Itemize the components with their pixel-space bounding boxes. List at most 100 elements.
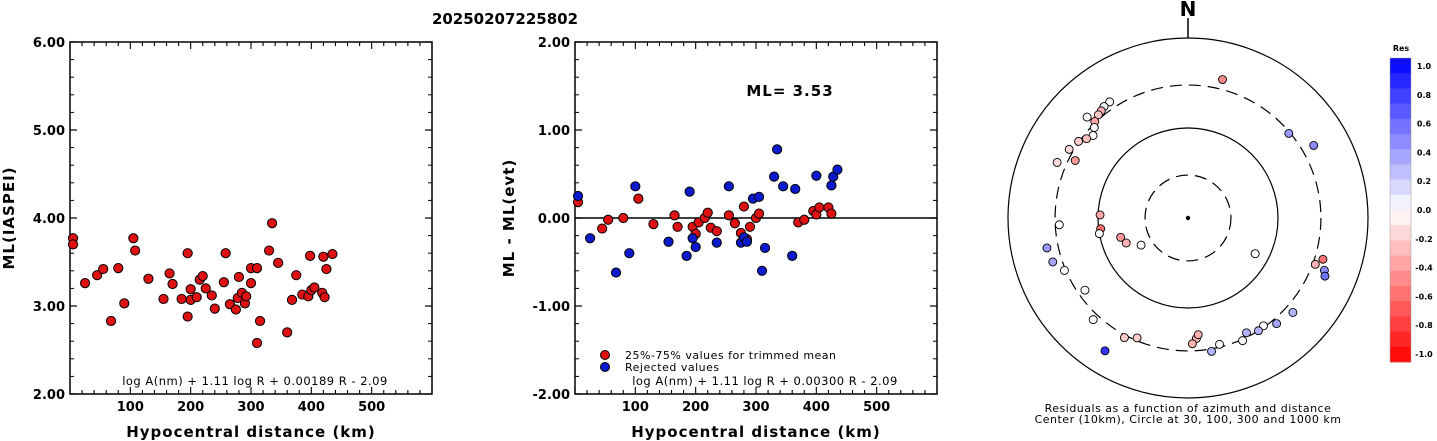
station-point xyxy=(1064,144,1074,154)
event-magnitude: ML= 3.53 xyxy=(746,82,833,100)
rejected-point xyxy=(769,171,780,182)
colorbar-cell xyxy=(1390,301,1411,317)
data-point xyxy=(305,250,316,261)
axis-ticks xyxy=(69,41,433,395)
figure-title: 20250207225802 xyxy=(432,10,578,28)
station-point xyxy=(1105,97,1115,107)
data-point xyxy=(67,239,79,250)
data-point xyxy=(291,270,302,281)
colorbar-labels: 1.0 0.8 0.6 0.4 0.2 0.0 -0.2 -0.4 -0.6 -0.8 -1.0 xyxy=(1415,62,1433,359)
ring-30km xyxy=(1144,174,1232,262)
colorbar-cell xyxy=(1390,346,1411,363)
rejected-point xyxy=(572,190,584,202)
y-tick-label: 0.00 xyxy=(538,212,570,227)
x-tick-label: 300 xyxy=(742,400,769,415)
colorbar-cell xyxy=(1390,225,1411,241)
ring-300km xyxy=(1054,84,1322,352)
trimmed-point xyxy=(633,193,644,204)
data-point xyxy=(267,218,278,229)
y-axis-label: ML - ML(evt) xyxy=(500,159,518,277)
station-point xyxy=(1320,271,1330,281)
caption-line-2: Center (10km), Circle at 30, 100, 300 an… xyxy=(1035,413,1342,426)
station-point xyxy=(1132,333,1142,343)
colorbar-cell xyxy=(1390,164,1411,181)
rejected-point xyxy=(759,242,771,254)
station-point xyxy=(1054,220,1064,230)
data-point xyxy=(182,311,193,322)
data-point xyxy=(119,298,130,309)
data-point xyxy=(164,268,175,279)
station-point xyxy=(1048,257,1058,267)
station-points xyxy=(1042,75,1330,356)
attenuation-formula: log A(nm) + 1.11 log R + 0.00189 R - 2.0… xyxy=(122,374,388,388)
x-axis-label: Hypocentral distance (km) xyxy=(126,423,376,441)
y-tick-label: 1.00 xyxy=(538,124,570,139)
x-tick-labels: 100 200 300 400 500 xyxy=(117,400,385,415)
caption-line-1: Residuals as a function of azimuth and d… xyxy=(1045,402,1332,415)
station-point xyxy=(1052,157,1062,167)
station-point xyxy=(1242,328,1251,338)
rejected-point xyxy=(690,241,701,253)
station-point xyxy=(1318,254,1328,264)
station-point xyxy=(1088,315,1098,325)
colorbar-label: 0.6 xyxy=(1417,120,1432,129)
trimmed-point xyxy=(669,210,680,221)
data-point xyxy=(113,263,124,274)
station-point xyxy=(1218,75,1227,84)
trimmed-point xyxy=(753,208,765,219)
rejected-point xyxy=(584,233,596,244)
trimmed-point xyxy=(618,212,629,224)
x-tick-label: 400 xyxy=(803,400,830,415)
colorbar-cell xyxy=(1390,240,1411,257)
rejected-point xyxy=(741,236,753,247)
rejected-point xyxy=(811,170,822,181)
y-tick-labels: -2.00 -1.00 0.00 1.00 2.00 xyxy=(533,36,570,403)
y-tick-label: 2.00 xyxy=(538,36,570,51)
x-tick-label: 500 xyxy=(863,400,890,415)
colorbar-cell xyxy=(1390,118,1411,135)
station-point xyxy=(1070,156,1080,165)
data-point xyxy=(98,263,109,275)
rejected-point xyxy=(790,183,801,195)
data-point xyxy=(273,257,284,268)
colorbar-cell xyxy=(1390,103,1411,120)
trimmed-point xyxy=(826,208,837,219)
y-tick-label: 5.00 xyxy=(33,124,65,139)
rejected-point xyxy=(681,250,692,261)
rejected-point xyxy=(753,191,765,202)
colorbar-label: 0.8 xyxy=(1417,91,1432,100)
rejected-point xyxy=(687,233,698,244)
colorbar-cell xyxy=(1390,210,1411,226)
station-point xyxy=(1095,210,1105,220)
axis-ticks xyxy=(574,41,938,395)
data-points xyxy=(572,144,843,278)
y-axis-label: ML(IASPEI) xyxy=(0,166,18,269)
colorbar-cell xyxy=(1390,73,1411,89)
trimmed-point xyxy=(672,221,683,232)
data-point xyxy=(318,251,329,262)
x-axis-label: Hypocentral distance (km) xyxy=(631,423,881,441)
plot-frame xyxy=(69,41,433,395)
colorbar-label: -0.6 xyxy=(1415,292,1433,301)
x-tick-label: 200 xyxy=(177,400,204,415)
rejected-point xyxy=(610,267,622,278)
data-point xyxy=(209,303,220,314)
residual-distance-panel: -2.00 -1.00 0.00 1.00 2.00 100 200 300 400 500 M… xyxy=(500,36,938,441)
rejected-point xyxy=(684,186,695,197)
station-point xyxy=(1059,265,1069,275)
data-point xyxy=(251,337,263,349)
station-point xyxy=(1250,249,1260,259)
data-point xyxy=(251,263,263,274)
data-point xyxy=(200,283,211,294)
rejected-point xyxy=(624,248,635,259)
y-tick-labels: 2.00 3.00 4.00 5.00 6.00 xyxy=(33,36,65,403)
data-point xyxy=(309,282,320,293)
trimmed-point xyxy=(799,214,810,225)
legend-marker-rejected xyxy=(600,362,610,372)
rejected-point xyxy=(787,250,798,261)
legend-label-rejected: Rejected values xyxy=(625,361,720,374)
colorbar-frame xyxy=(1389,57,1412,363)
trimmed-point xyxy=(744,221,756,232)
colorbar-cell xyxy=(1390,286,1411,302)
colorbar-cell xyxy=(1390,316,1411,333)
